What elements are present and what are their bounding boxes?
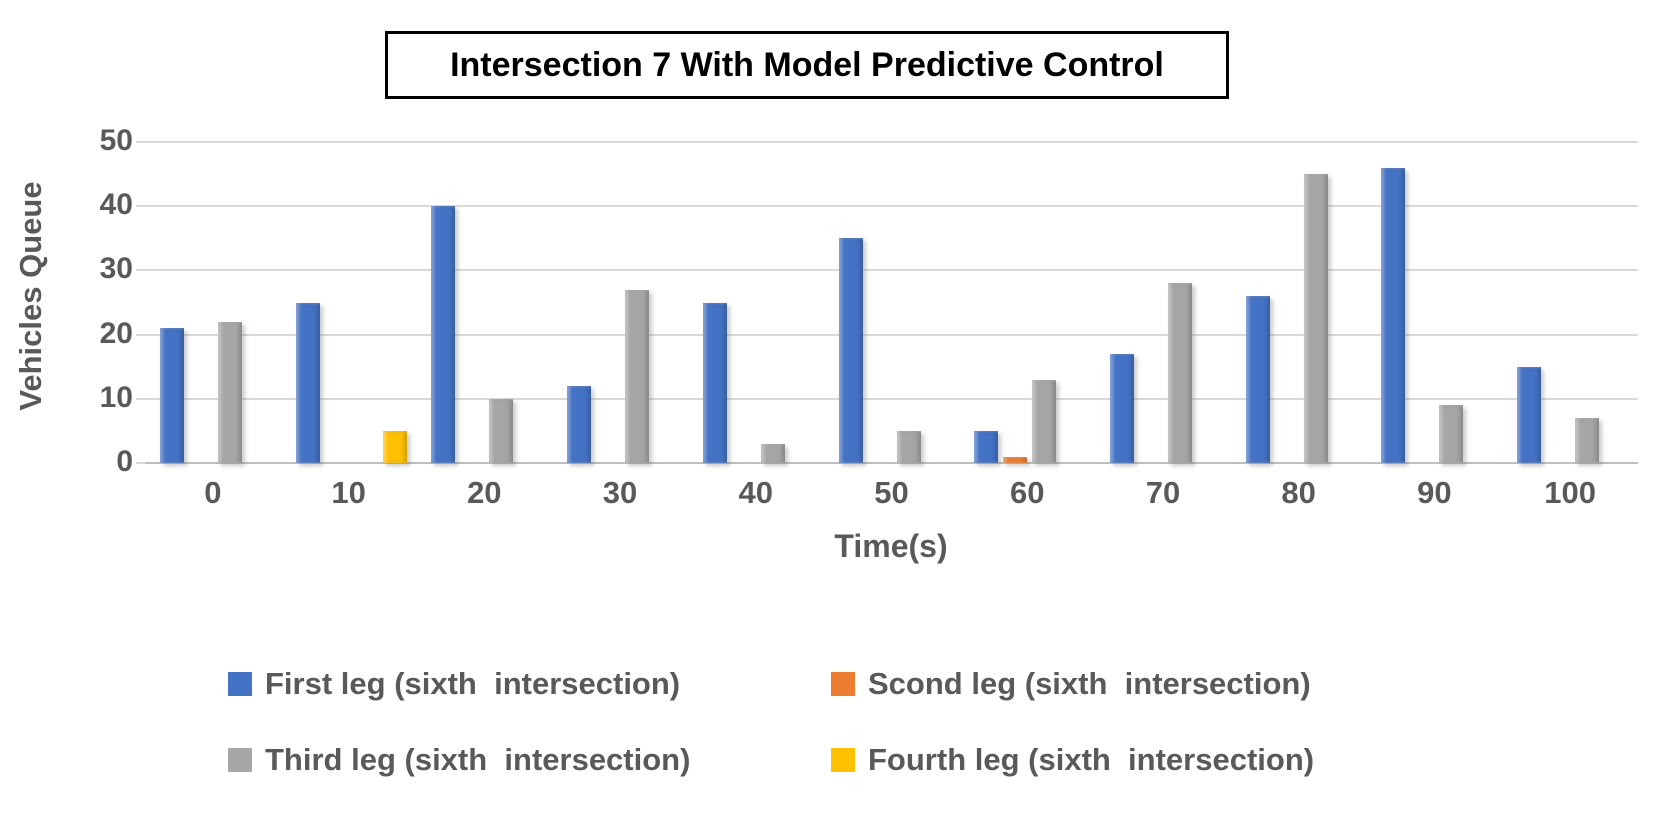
- bar-series1-t50: [838, 238, 863, 463]
- bar-series3-t20: [489, 398, 514, 463]
- x-tick-label: 20: [467, 475, 502, 510]
- legend-item-third-leg: Third leg (sixth intersection): [228, 740, 690, 780]
- bar-series1-t10: [295, 302, 320, 463]
- legend-swatch-third-leg: [228, 748, 252, 772]
- bar-series3-t30: [625, 289, 650, 463]
- y-tick: [136, 397, 145, 400]
- bar-series1-t20: [431, 206, 456, 463]
- bar-series1-t0: [159, 328, 184, 463]
- legend-item-second-leg: Scond leg (sixth intersection): [831, 664, 1311, 704]
- bar-series1-t40: [702, 302, 727, 463]
- bar-series1-t70: [1109, 353, 1134, 463]
- bar-series1-t80: [1245, 296, 1270, 463]
- legend-label-first-leg: First leg (sixth intersection): [265, 666, 681, 701]
- y-tick: [136, 462, 145, 464]
- x-tick-label: 90: [1417, 475, 1452, 510]
- bar-series3-t60: [1032, 379, 1057, 463]
- gridline: [145, 269, 1638, 272]
- chart-title: Intersection 7 With Model Predictive Con…: [385, 31, 1229, 99]
- y-tick-label: 50: [99, 124, 133, 157]
- bar-series1-t90: [1381, 167, 1406, 463]
- y-tick-label: 40: [99, 188, 133, 222]
- y-tick-label: 0: [116, 445, 133, 478]
- x-axis-title: Time(s): [834, 528, 948, 564]
- bar-series4-t10: [382, 430, 407, 463]
- legend-swatch-first-leg: [228, 672, 252, 696]
- x-tick-label: 40: [738, 475, 773, 510]
- bar-series3-t90: [1439, 405, 1464, 463]
- y-tick: [136, 333, 145, 336]
- y-tick: [136, 269, 145, 272]
- y-tick: [136, 141, 145, 143]
- plot-area: [136, 141, 1638, 464]
- legend-swatch-second-leg: [831, 672, 855, 696]
- y-tick-label: 10: [99, 380, 133, 414]
- legend-label-third-leg: Third leg (sixth intersection): [265, 742, 691, 777]
- bar-series3-t0: [217, 321, 242, 463]
- bar-series3-t50: [896, 430, 921, 463]
- gridline: [145, 397, 1638, 400]
- bar-series1-t60: [974, 430, 999, 463]
- x-tick-label: 100: [1544, 475, 1596, 510]
- bar-series1-t100: [1517, 366, 1542, 463]
- bar-series3-t100: [1575, 418, 1600, 463]
- x-tick-label: 60: [1009, 475, 1045, 510]
- bar-series3-t80: [1303, 174, 1328, 463]
- bar-series3-t70: [1167, 283, 1192, 463]
- legend-label-fourth-leg: Fourth leg (sixth intersection): [868, 742, 1315, 777]
- x-tick-label: 70: [1145, 475, 1181, 510]
- x-tick-label: 0: [204, 475, 222, 510]
- y-tick-label: 30: [99, 252, 133, 286]
- gridline: [145, 333, 1638, 336]
- legend-item-fourth-leg: Fourth leg (sixth intersection): [831, 740, 1314, 780]
- gridline: [145, 205, 1638, 208]
- bar-series1-t30: [567, 385, 592, 463]
- x-tick-label: 50: [874, 475, 909, 510]
- legend-swatch-fourth-leg: [831, 748, 855, 772]
- x-tick-label: 80: [1281, 475, 1316, 510]
- x-tick-label: 10: [331, 475, 366, 510]
- bar-series2-t60: [1003, 456, 1028, 463]
- bar-series3-t40: [760, 443, 785, 463]
- x-axis-line: [145, 462, 1638, 464]
- y-axis-title: Vehicles Queue: [13, 181, 48, 411]
- x-tick-label: 30: [602, 475, 638, 510]
- legend-item-first-leg: First leg (sixth intersection): [228, 664, 680, 704]
- y-tick-label: 20: [99, 316, 133, 350]
- legend-label-second-leg: Scond leg (sixth intersection): [868, 666, 1311, 701]
- gridline: [145, 141, 1638, 143]
- y-tick: [136, 205, 145, 208]
